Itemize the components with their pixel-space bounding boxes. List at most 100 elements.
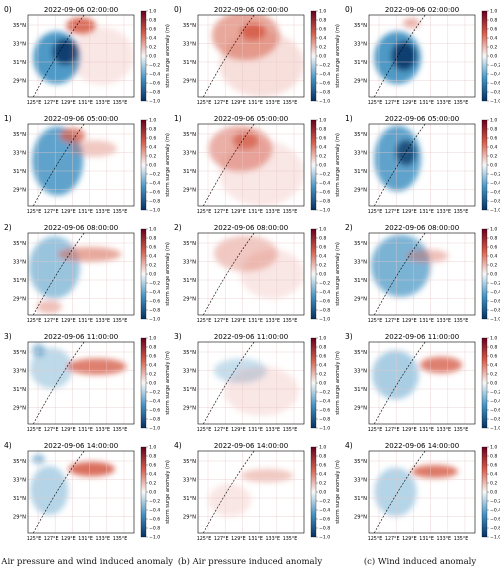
colorbar-label: storm surge anomaly (m) bbox=[335, 24, 341, 88]
colorbar-tick-label: 0.6 bbox=[319, 354, 326, 360]
column-caption: (a) Air pressure and wind induced anomal… bbox=[0, 557, 174, 567]
colorbar-tick-label: −0.6 bbox=[319, 408, 330, 414]
typhoon-track bbox=[33, 124, 85, 206]
colorbar-tick-label: −0.4 bbox=[149, 181, 160, 187]
colorbar-tick-label: 1.0 bbox=[490, 336, 497, 342]
lon-tick-label: 133°E bbox=[266, 318, 281, 324]
colorbar-tick-label: −0.4 bbox=[149, 508, 160, 514]
colorbar-tick-label: 0.4 bbox=[149, 36, 156, 42]
map-frame bbox=[27, 450, 135, 534]
lat-tick-label: 29°N bbox=[13, 406, 26, 412]
typhoon-track bbox=[33, 451, 85, 533]
colorbar-tick-label: −0.4 bbox=[319, 72, 330, 78]
colorbar-tick-label: −0.2 bbox=[490, 499, 500, 505]
anomaly-region bbox=[68, 461, 115, 477]
colorbar-tick-label: 0.8 bbox=[319, 127, 326, 133]
colorbar-tick-label: 0.6 bbox=[490, 136, 497, 142]
lon-tick-label: 127°E bbox=[385, 209, 400, 215]
lat-tick-label: 35°N bbox=[354, 350, 367, 356]
map-frame bbox=[27, 232, 135, 316]
lat-tick-label: 33°N bbox=[13, 478, 26, 484]
lon-tick-label: 129°E bbox=[61, 427, 76, 433]
anomaly-region bbox=[32, 454, 45, 465]
lon-tick-label: 133°E bbox=[437, 536, 452, 542]
lon-tick-label: 131°E bbox=[419, 536, 434, 542]
colorbar-tick-label: −1.0 bbox=[149, 317, 160, 323]
lon-tick-label: 129°E bbox=[231, 427, 246, 433]
lat-tick-label: 33°N bbox=[354, 42, 367, 48]
colorbar bbox=[481, 119, 488, 211]
colorbar-tick-label: −1.0 bbox=[319, 426, 330, 432]
lon-tick-label: 129°E bbox=[231, 318, 246, 324]
colorbar-tick-label: 0.0 bbox=[490, 54, 497, 60]
anomaly-region bbox=[70, 140, 118, 157]
anomaly-region bbox=[411, 464, 459, 479]
lon-tick-label: 131°E bbox=[78, 427, 93, 433]
colorbar-tick-label: 1.0 bbox=[149, 336, 156, 342]
anomaly-region bbox=[391, 41, 417, 71]
map-panel: 3) 2022-09-06 11:00:00 35°N 33°N 31°N 29°N 125… bbox=[4, 332, 171, 433]
colorbar-tick-label: 0.8 bbox=[149, 127, 156, 133]
colorbar-tick-label: 0.6 bbox=[149, 245, 156, 251]
lat-tick-label: 35°N bbox=[13, 459, 26, 465]
colorbar-tick-label: −0.8 bbox=[319, 417, 330, 423]
panel-time: 2022-09-06 14:00:00 bbox=[385, 442, 459, 450]
colorbar-tick-label: 1.0 bbox=[319, 336, 326, 342]
lon-tick-label: 129°E bbox=[402, 100, 417, 106]
colorbar-tick-label: −0.4 bbox=[149, 72, 160, 78]
colorbar bbox=[140, 119, 147, 211]
typhoon-track bbox=[374, 124, 426, 206]
lon-tick-label: 125°E bbox=[27, 100, 42, 106]
colorbar-tick-label: 0.6 bbox=[149, 27, 156, 33]
panel-tag: 0) bbox=[4, 5, 12, 14]
colorbar-tick-label: 0.4 bbox=[319, 472, 326, 478]
panel-tag: 4) bbox=[345, 441, 353, 450]
panel-time: 2022-09-06 11:00:00 bbox=[44, 333, 118, 341]
colorbar-tick-label: 0.2 bbox=[490, 45, 497, 51]
lat-tick-label: 31°N bbox=[13, 169, 26, 175]
colorbar-tick-label: −0.8 bbox=[319, 199, 330, 205]
lat-tick-label: 29°N bbox=[183, 406, 196, 412]
typhoon-track bbox=[203, 451, 255, 533]
map-frame bbox=[368, 14, 476, 98]
lon-tick-label: 135°E bbox=[454, 100, 469, 106]
lon-tick-label: 129°E bbox=[61, 318, 76, 324]
colorbar-tick-label: −0.8 bbox=[490, 417, 500, 423]
lon-tick-label: 133°E bbox=[266, 100, 281, 106]
colorbar-tick-label: 0.6 bbox=[490, 463, 497, 469]
colorbar-tick-label: 0.2 bbox=[319, 45, 326, 51]
map-panel: 1) 2022-09-06 05:00:00 35°N 33°N 31°N 29°N 125… bbox=[4, 114, 171, 215]
lon-tick-label: 135°E bbox=[113, 536, 128, 542]
lat-tick-label: 33°N bbox=[13, 42, 26, 48]
map-frame bbox=[368, 123, 476, 207]
lat-tick-label: 31°N bbox=[13, 60, 26, 66]
colorbar-tick-label: 0.0 bbox=[319, 490, 326, 496]
colorbar-tick-label: 0.6 bbox=[319, 27, 326, 33]
anomaly-region bbox=[224, 366, 299, 416]
lon-tick-label: 127°E bbox=[214, 318, 229, 324]
lon-tick-label: 127°E bbox=[214, 100, 229, 106]
colorbar-tick-label: 0.2 bbox=[149, 481, 156, 487]
lon-tick-label: 125°E bbox=[197, 100, 212, 106]
colorbar-label: storm surge anomaly (m) bbox=[165, 242, 171, 306]
colorbar-tick-label: 0.2 bbox=[319, 263, 326, 269]
colorbar-tick-label: 0.2 bbox=[490, 372, 497, 378]
colorbar-tick-label: −0.8 bbox=[149, 526, 160, 532]
typhoon-track bbox=[203, 233, 255, 315]
colorbar-tick-label: 0.8 bbox=[319, 236, 326, 242]
colorbar-tick-label: 0.8 bbox=[149, 454, 156, 460]
colorbar-tick-label: −0.8 bbox=[490, 90, 500, 96]
typhoon-track bbox=[33, 233, 85, 315]
lat-tick-label: 35°N bbox=[183, 350, 196, 356]
lat-tick-label: 31°N bbox=[183, 387, 196, 393]
colorbar-tick-label: 0.0 bbox=[319, 54, 326, 60]
panel-tag: 0) bbox=[174, 5, 182, 14]
lon-tick-label: 135°E bbox=[113, 209, 128, 215]
colorbar bbox=[140, 228, 147, 320]
lat-tick-label: 33°N bbox=[354, 478, 367, 484]
lon-tick-label: 129°E bbox=[61, 209, 76, 215]
colorbar-label: storm surge anomaly (m) bbox=[165, 351, 171, 415]
colorbar-tick-label: −0.6 bbox=[149, 408, 160, 414]
map-panel: 2) 2022-09-06 08:00:00 35°N 33°N 31°N 29°N 125… bbox=[4, 223, 171, 324]
colorbar-tick-label: −0.2 bbox=[149, 63, 160, 69]
